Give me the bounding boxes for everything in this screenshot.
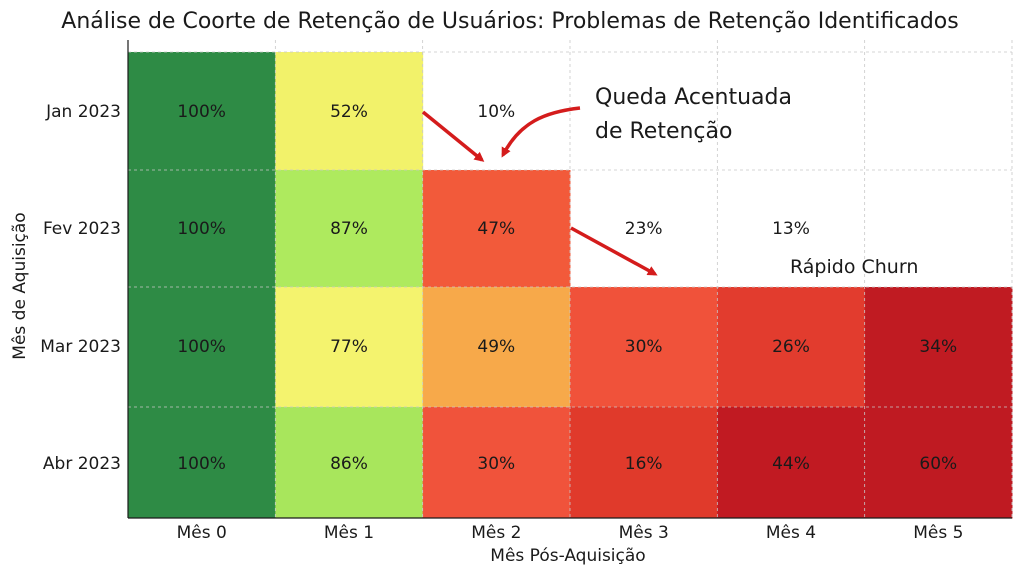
axes bbox=[127, 40, 1012, 519]
y-tick-labels: Jan 2023 Fev 2023 Mar 2023 Abr 2023 bbox=[40, 102, 121, 474]
heatmap-cell bbox=[570, 287, 718, 408]
cell-value-label: 13% bbox=[772, 219, 810, 239]
y-axis-label: Mês de Aquisição bbox=[10, 212, 30, 359]
heatmap-cell bbox=[128, 407, 276, 519]
grid-lines bbox=[128, 40, 1013, 518]
x-tick-label: Mês 3 bbox=[619, 523, 669, 543]
cell-value-label: 60% bbox=[919, 454, 957, 474]
annotation-rapid-churn: Rápido Churn bbox=[790, 256, 918, 278]
cell-value-label: 100% bbox=[177, 102, 226, 122]
x-tick-label: Mês 5 bbox=[913, 523, 963, 543]
cell-value-label: 100% bbox=[177, 337, 226, 357]
x-tick-labels: Mês 0 Mês 1 Mês 2 Mês 3 Mês 4 Mês 5 bbox=[177, 523, 964, 543]
y-tick-label: Mar 2023 bbox=[40, 337, 121, 357]
cell-value-label: 47% bbox=[477, 219, 515, 239]
cell-value-label: 30% bbox=[477, 454, 515, 474]
annotation-arrow-curved bbox=[501, 106, 581, 158]
x-axis-label: Mês Pós-Aquisição bbox=[490, 546, 645, 566]
cell-value-label: 34% bbox=[919, 337, 957, 357]
annotation-sharp-drop-line2: de Retenção bbox=[595, 119, 732, 144]
cell-value-label: 52% bbox=[330, 102, 368, 122]
heatmap-cell bbox=[275, 170, 424, 288]
cell-value-label: 77% bbox=[330, 337, 368, 357]
cell-value-label: 16% bbox=[625, 454, 663, 474]
cell-value-label: 86% bbox=[330, 454, 368, 474]
heatmap-cell bbox=[275, 407, 424, 519]
heatmap-cells bbox=[128, 52, 1013, 519]
y-tick-label: Abr 2023 bbox=[43, 454, 121, 474]
cell-value-label: 100% bbox=[177, 454, 226, 474]
annotation-arrow-churn bbox=[570, 226, 658, 276]
heatmap-cell bbox=[864, 287, 1013, 408]
heatmap-cell bbox=[128, 52, 276, 171]
heatmap-cell bbox=[717, 287, 866, 408]
cell-value-label: 49% bbox=[477, 337, 515, 357]
cell-labels: 100% 52% 10% 100% 87% 47% 23% 13% 100% 77% 49% 30% 2… bbox=[177, 102, 957, 474]
cell-value-label: 26% bbox=[772, 337, 810, 357]
cell-value-label: 10% bbox=[477, 102, 515, 122]
annotation-sharp-drop-line1: Queda Acentuada bbox=[595, 85, 792, 110]
cell-value-label: 100% bbox=[177, 219, 226, 239]
heatmap-cell bbox=[128, 287, 276, 408]
cell-value-label: 87% bbox=[330, 219, 368, 239]
heatmap-cell bbox=[864, 407, 1013, 519]
x-tick-label: Mês 2 bbox=[471, 523, 521, 543]
heatmap-cell bbox=[570, 407, 718, 519]
heatmap-cell bbox=[422, 170, 571, 288]
heatmap-cell bbox=[275, 52, 424, 171]
heatmap-cell bbox=[717, 407, 866, 519]
annotation-arrow-drop bbox=[421, 110, 485, 162]
cell-value-label: 44% bbox=[772, 454, 810, 474]
y-tick-label: Jan 2023 bbox=[45, 102, 121, 122]
x-tick-label: Mês 1 bbox=[324, 523, 374, 543]
y-tick-label: Fev 2023 bbox=[43, 219, 121, 239]
cell-value-label: 23% bbox=[625, 219, 663, 239]
chart-title: Análise de Coorte de Retenção de Usuário… bbox=[61, 9, 958, 34]
cell-value-label: 30% bbox=[625, 337, 663, 357]
heatmap-cell bbox=[422, 407, 571, 519]
heatmap-cell bbox=[275, 287, 424, 408]
heatmap-cell bbox=[128, 170, 276, 288]
x-tick-label: Mês 0 bbox=[177, 523, 227, 543]
heatmap-cell bbox=[422, 287, 571, 408]
x-tick-label: Mês 4 bbox=[766, 523, 816, 543]
